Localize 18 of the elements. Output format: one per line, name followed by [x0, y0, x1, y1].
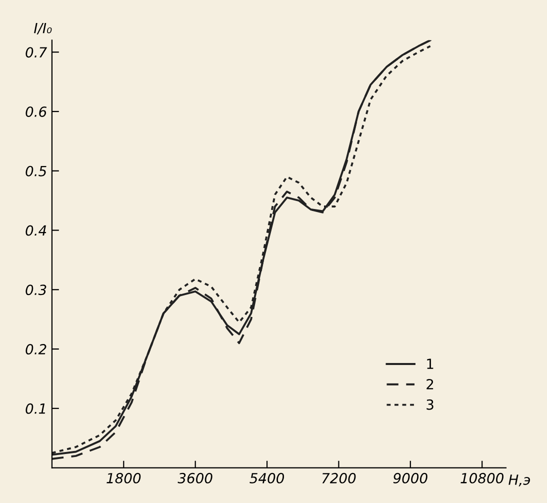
y-tick-label: 0.1: [26, 403, 45, 414]
legend-label: 1: [427, 358, 434, 369]
x-tick-label: 5400: [250, 472, 284, 484]
y-axis-title: I/I₀: [34, 22, 52, 34]
x-tick-label: 7200: [322, 472, 356, 484]
x-tick-label: 10800: [460, 472, 504, 484]
y-tick-label: 0.3: [26, 284, 46, 296]
x-tick-label: 1800: [106, 472, 141, 484]
y-tick-label: 0.4: [26, 225, 46, 236]
y-tick-label: 0.2: [26, 344, 46, 354]
legend-label: 2: [426, 378, 434, 390]
x-axis-title: H,э: [508, 474, 530, 486]
y-tick-label: 0.5: [26, 166, 46, 176]
y-tick-label: 0.6: [26, 106, 46, 117]
x-tick-label: 3600: [178, 472, 212, 484]
legend-label: 3: [426, 399, 434, 410]
y-tick-label: 0.7: [26, 47, 47, 58]
x-tick-label: 9000: [393, 472, 428, 484]
